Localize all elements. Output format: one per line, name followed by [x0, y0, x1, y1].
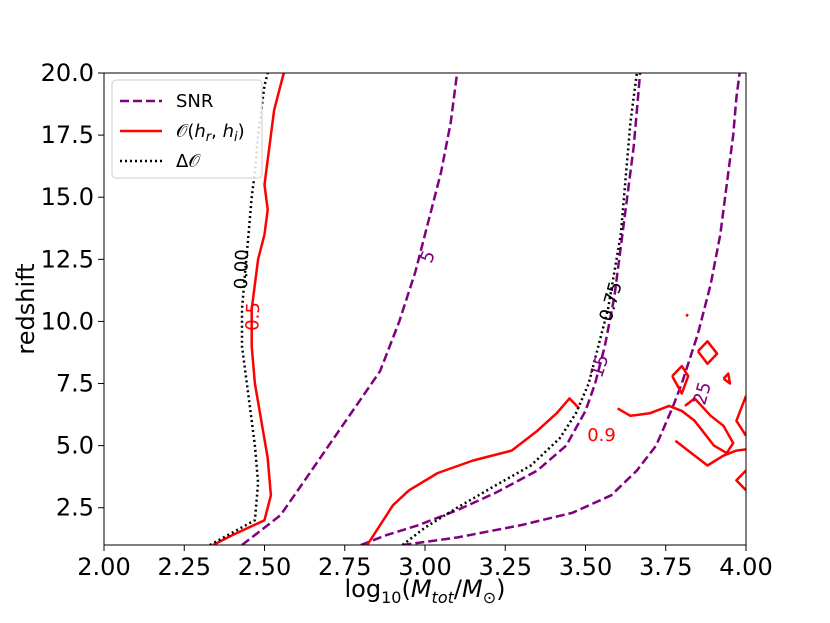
contour-lines [209, 73, 746, 545]
legend: SNR 𝒪(hr, hi) Δ𝒪 [111, 79, 263, 179]
x-tick-label: 3.75 [639, 553, 692, 581]
contour-overlap-segment-10 [735, 395, 746, 437]
contour-overlap-segment-5 [616, 397, 735, 455]
x-tick-label: 4.00 [719, 553, 772, 581]
x-tick-label: 3.00 [398, 553, 451, 581]
x-tick-label: 2.75 [318, 553, 371, 581]
y-tick-label: 17.5 [41, 121, 94, 149]
contour-SNR-15 [360, 73, 642, 545]
legend-box [111, 79, 263, 179]
y-tick-label: 15.0 [41, 183, 94, 211]
contour-overlap-segment-8 [696, 340, 719, 365]
contour-overlap-0.9 [366, 397, 581, 545]
contour-label-0.00: 0.00 [231, 249, 253, 290]
contour-label-0.5: 0.5 [242, 302, 264, 331]
y-tick-label: 5.0 [56, 432, 94, 460]
x-tick-label: 3.50 [559, 553, 612, 581]
legend-delta-label: Δ𝒪 [176, 151, 201, 172]
y-axis-label: redshift [12, 263, 40, 354]
y-tick-label: 7.5 [56, 370, 94, 398]
contour-overlap-0.5 [212, 73, 286, 545]
x-axis-label: log10(Mtot/M⊙) [345, 575, 506, 607]
x-tick-label: 2.00 [77, 553, 130, 581]
y-axis-ticks: 2.5 5.0 7.5 10.0 12.5 15.0 17.5 20.0 [41, 59, 104, 522]
x-axis-ticks: 2.00 2.25 2.50 2.75 3.00 3.25 3.50 3.75 4.00 [77, 545, 773, 581]
contour-overlap-segment-9 [722, 372, 732, 385]
y-tick-label: 10.0 [41, 307, 94, 335]
contour-SNR-5 [241, 73, 459, 545]
contour-overlap-segment-11 [735, 469, 746, 492]
x-tick-label: 2.25 [158, 553, 211, 581]
legend-snr-label: SNR [176, 91, 213, 112]
x-tick-label: 3.25 [479, 553, 532, 581]
y-tick-label: 2.5 [56, 494, 94, 522]
y-tick-label: 12.5 [41, 245, 94, 273]
contour-label-0.9: 0.9 [587, 425, 616, 446]
contour-overlap-segment-12 [685, 313, 689, 317]
x-tick-label: 2.50 [238, 553, 291, 581]
contour-overlap-segment-6 [674, 439, 746, 467]
contour-delta-0.75 [401, 73, 639, 545]
contour-SNR-25 [402, 73, 741, 545]
legend-overlap-label: 𝒪(hr, hi) [176, 121, 245, 145]
contour-overlap-segment-7 [671, 364, 690, 395]
y-tick-label: 20.0 [41, 59, 94, 87]
